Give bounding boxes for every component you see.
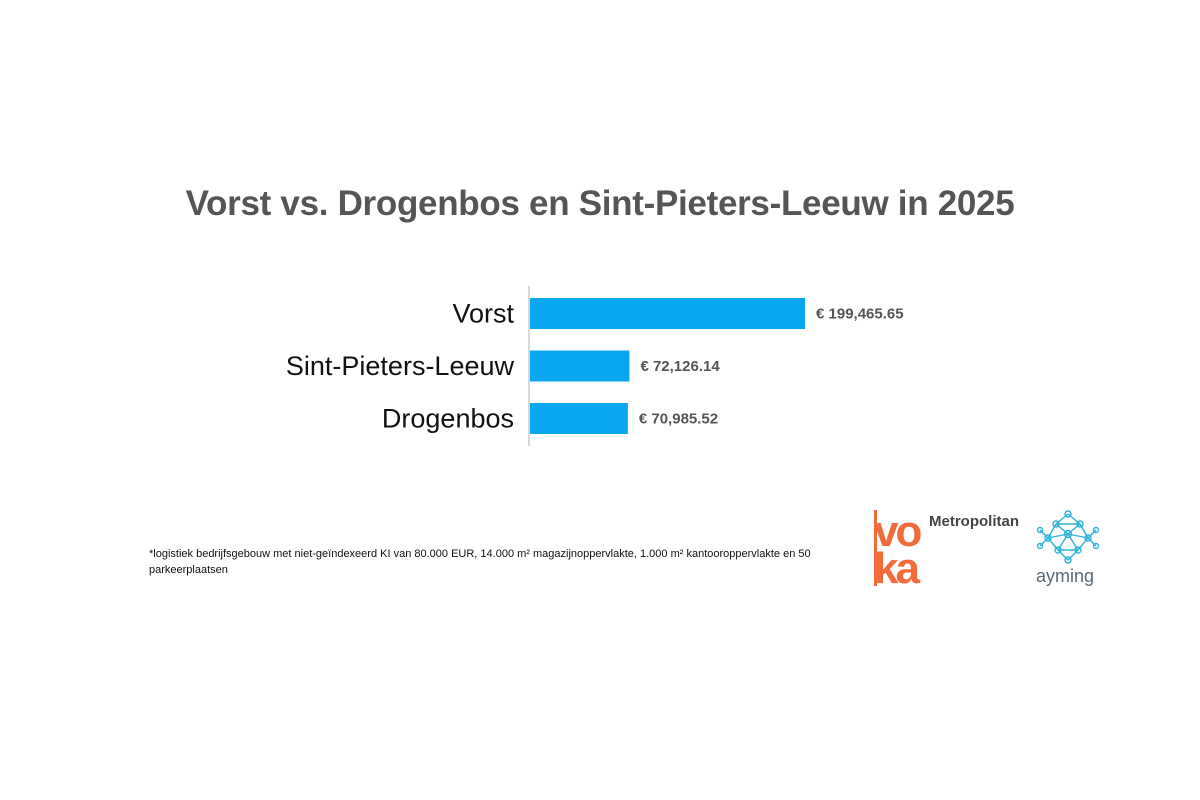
metropolitan-logo-text: Metropolitan	[929, 513, 1019, 530]
bar-vorst	[530, 298, 805, 329]
voka-logo-text-2: ka	[874, 544, 920, 588]
category-label: Drogenbos	[382, 404, 514, 434]
ayming-logo-text: ayming	[1036, 566, 1095, 586]
chart-title: Vorst vs. Drogenbos en Sint-Pieters-Leeu…	[185, 184, 1015, 223]
voka-logo-text: vo	[874, 508, 921, 556]
voka-logo: vo ka	[874, 508, 922, 588]
bar-drogenbos	[530, 403, 628, 434]
category-label: Sint-Pieters-Leeuw	[286, 351, 515, 381]
value-label: € 70,985.52	[639, 411, 718, 428]
network-icon	[1036, 510, 1100, 564]
category-label: Vorst	[452, 299, 514, 329]
value-label: € 72,126.14	[640, 358, 720, 375]
bars-group: Vorst € 199,465.65 Sint-Pieters-Leeuw € 72,…	[286, 298, 904, 434]
bar-sint-pieters-leeuw	[530, 350, 630, 382]
footnote: *logistiek bedrijfsgebouw met niet-geïnd…	[149, 548, 811, 576]
value-label: € 199,465.65	[816, 306, 904, 323]
